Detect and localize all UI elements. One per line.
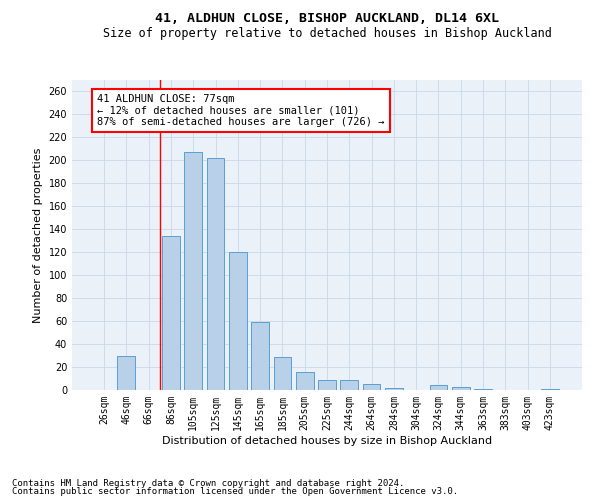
Bar — [474, 389, 492, 390]
Bar — [541, 389, 559, 390]
Bar — [162, 236, 180, 390]
Bar — [318, 380, 336, 390]
Bar — [385, 388, 403, 390]
Text: Contains public sector information licensed under the Open Government Licence v3: Contains public sector information licen… — [12, 487, 458, 496]
Text: Size of property relative to detached houses in Bishop Auckland: Size of property relative to detached ho… — [103, 28, 551, 40]
Text: 41 ALDHUN CLOSE: 77sqm
← 12% of detached houses are smaller (101)
87% of semi-de: 41 ALDHUN CLOSE: 77sqm ← 12% of detached… — [97, 94, 385, 127]
Text: Contains HM Land Registry data © Crown copyright and database right 2024.: Contains HM Land Registry data © Crown c… — [12, 478, 404, 488]
Bar — [184, 152, 202, 390]
Bar — [118, 356, 136, 390]
Bar — [206, 158, 224, 390]
Bar — [274, 356, 292, 390]
Bar — [430, 386, 448, 390]
Y-axis label: Number of detached properties: Number of detached properties — [33, 148, 43, 322]
Bar — [251, 322, 269, 390]
Bar — [229, 252, 247, 390]
Bar — [340, 380, 358, 390]
Bar — [452, 386, 470, 390]
Text: 41, ALDHUN CLOSE, BISHOP AUCKLAND, DL14 6XL: 41, ALDHUN CLOSE, BISHOP AUCKLAND, DL14 … — [155, 12, 499, 26]
X-axis label: Distribution of detached houses by size in Bishop Auckland: Distribution of detached houses by size … — [162, 436, 492, 446]
Bar — [362, 384, 380, 390]
Bar — [296, 372, 314, 390]
